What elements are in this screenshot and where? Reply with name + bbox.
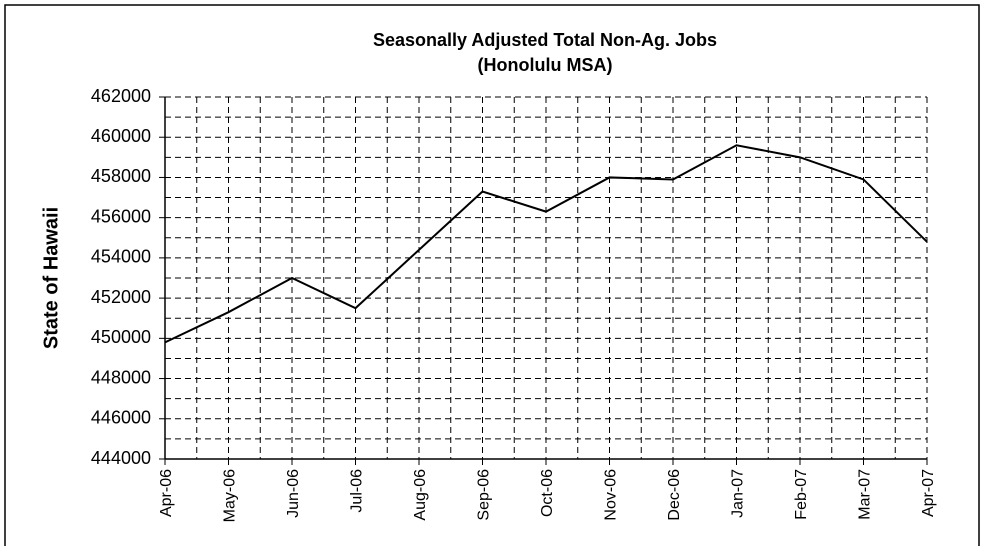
x-tick-label: Jul-06 [349, 469, 366, 513]
x-tick-label: Sep-06 [476, 469, 493, 521]
y-tick-label: 448000 [91, 367, 151, 387]
y-tick-label: 450000 [91, 327, 151, 347]
y-tick-label: 446000 [91, 408, 151, 428]
x-tick-label: Oct-06 [539, 469, 556, 517]
x-tick-label: Apr-06 [158, 469, 175, 517]
x-tick-label: Dec-06 [666, 469, 683, 521]
chart-title: Seasonally Adjusted Total Non-Ag. Jobs [373, 30, 717, 50]
y-tick-label: 462000 [91, 86, 151, 106]
x-tick-label: Aug-06 [412, 469, 429, 521]
y-tick-label: 454000 [91, 247, 151, 267]
y-axis-label: State of Hawaii [40, 207, 62, 349]
y-tick-label: 460000 [91, 126, 151, 146]
chart-subtitle: (Honolulu MSA) [478, 55, 613, 75]
y-tick-label: 452000 [91, 287, 151, 307]
chart-border [4, 4, 980, 546]
x-tick-label: May-06 [222, 469, 239, 522]
x-tick-label: Feb-07 [793, 469, 810, 520]
x-tick-label: Jun-06 [285, 469, 302, 518]
x-tick-label: Jan-07 [730, 469, 747, 518]
x-tick-label: Nov-06 [603, 469, 620, 521]
y-tick-label: 458000 [91, 166, 151, 186]
y-tick-label: 444000 [91, 448, 151, 468]
y-tick-label: 456000 [91, 206, 151, 226]
x-tick-label: Mar-07 [857, 469, 874, 520]
x-tick-label: Apr-07 [920, 469, 937, 517]
data-line [164, 144, 928, 344]
